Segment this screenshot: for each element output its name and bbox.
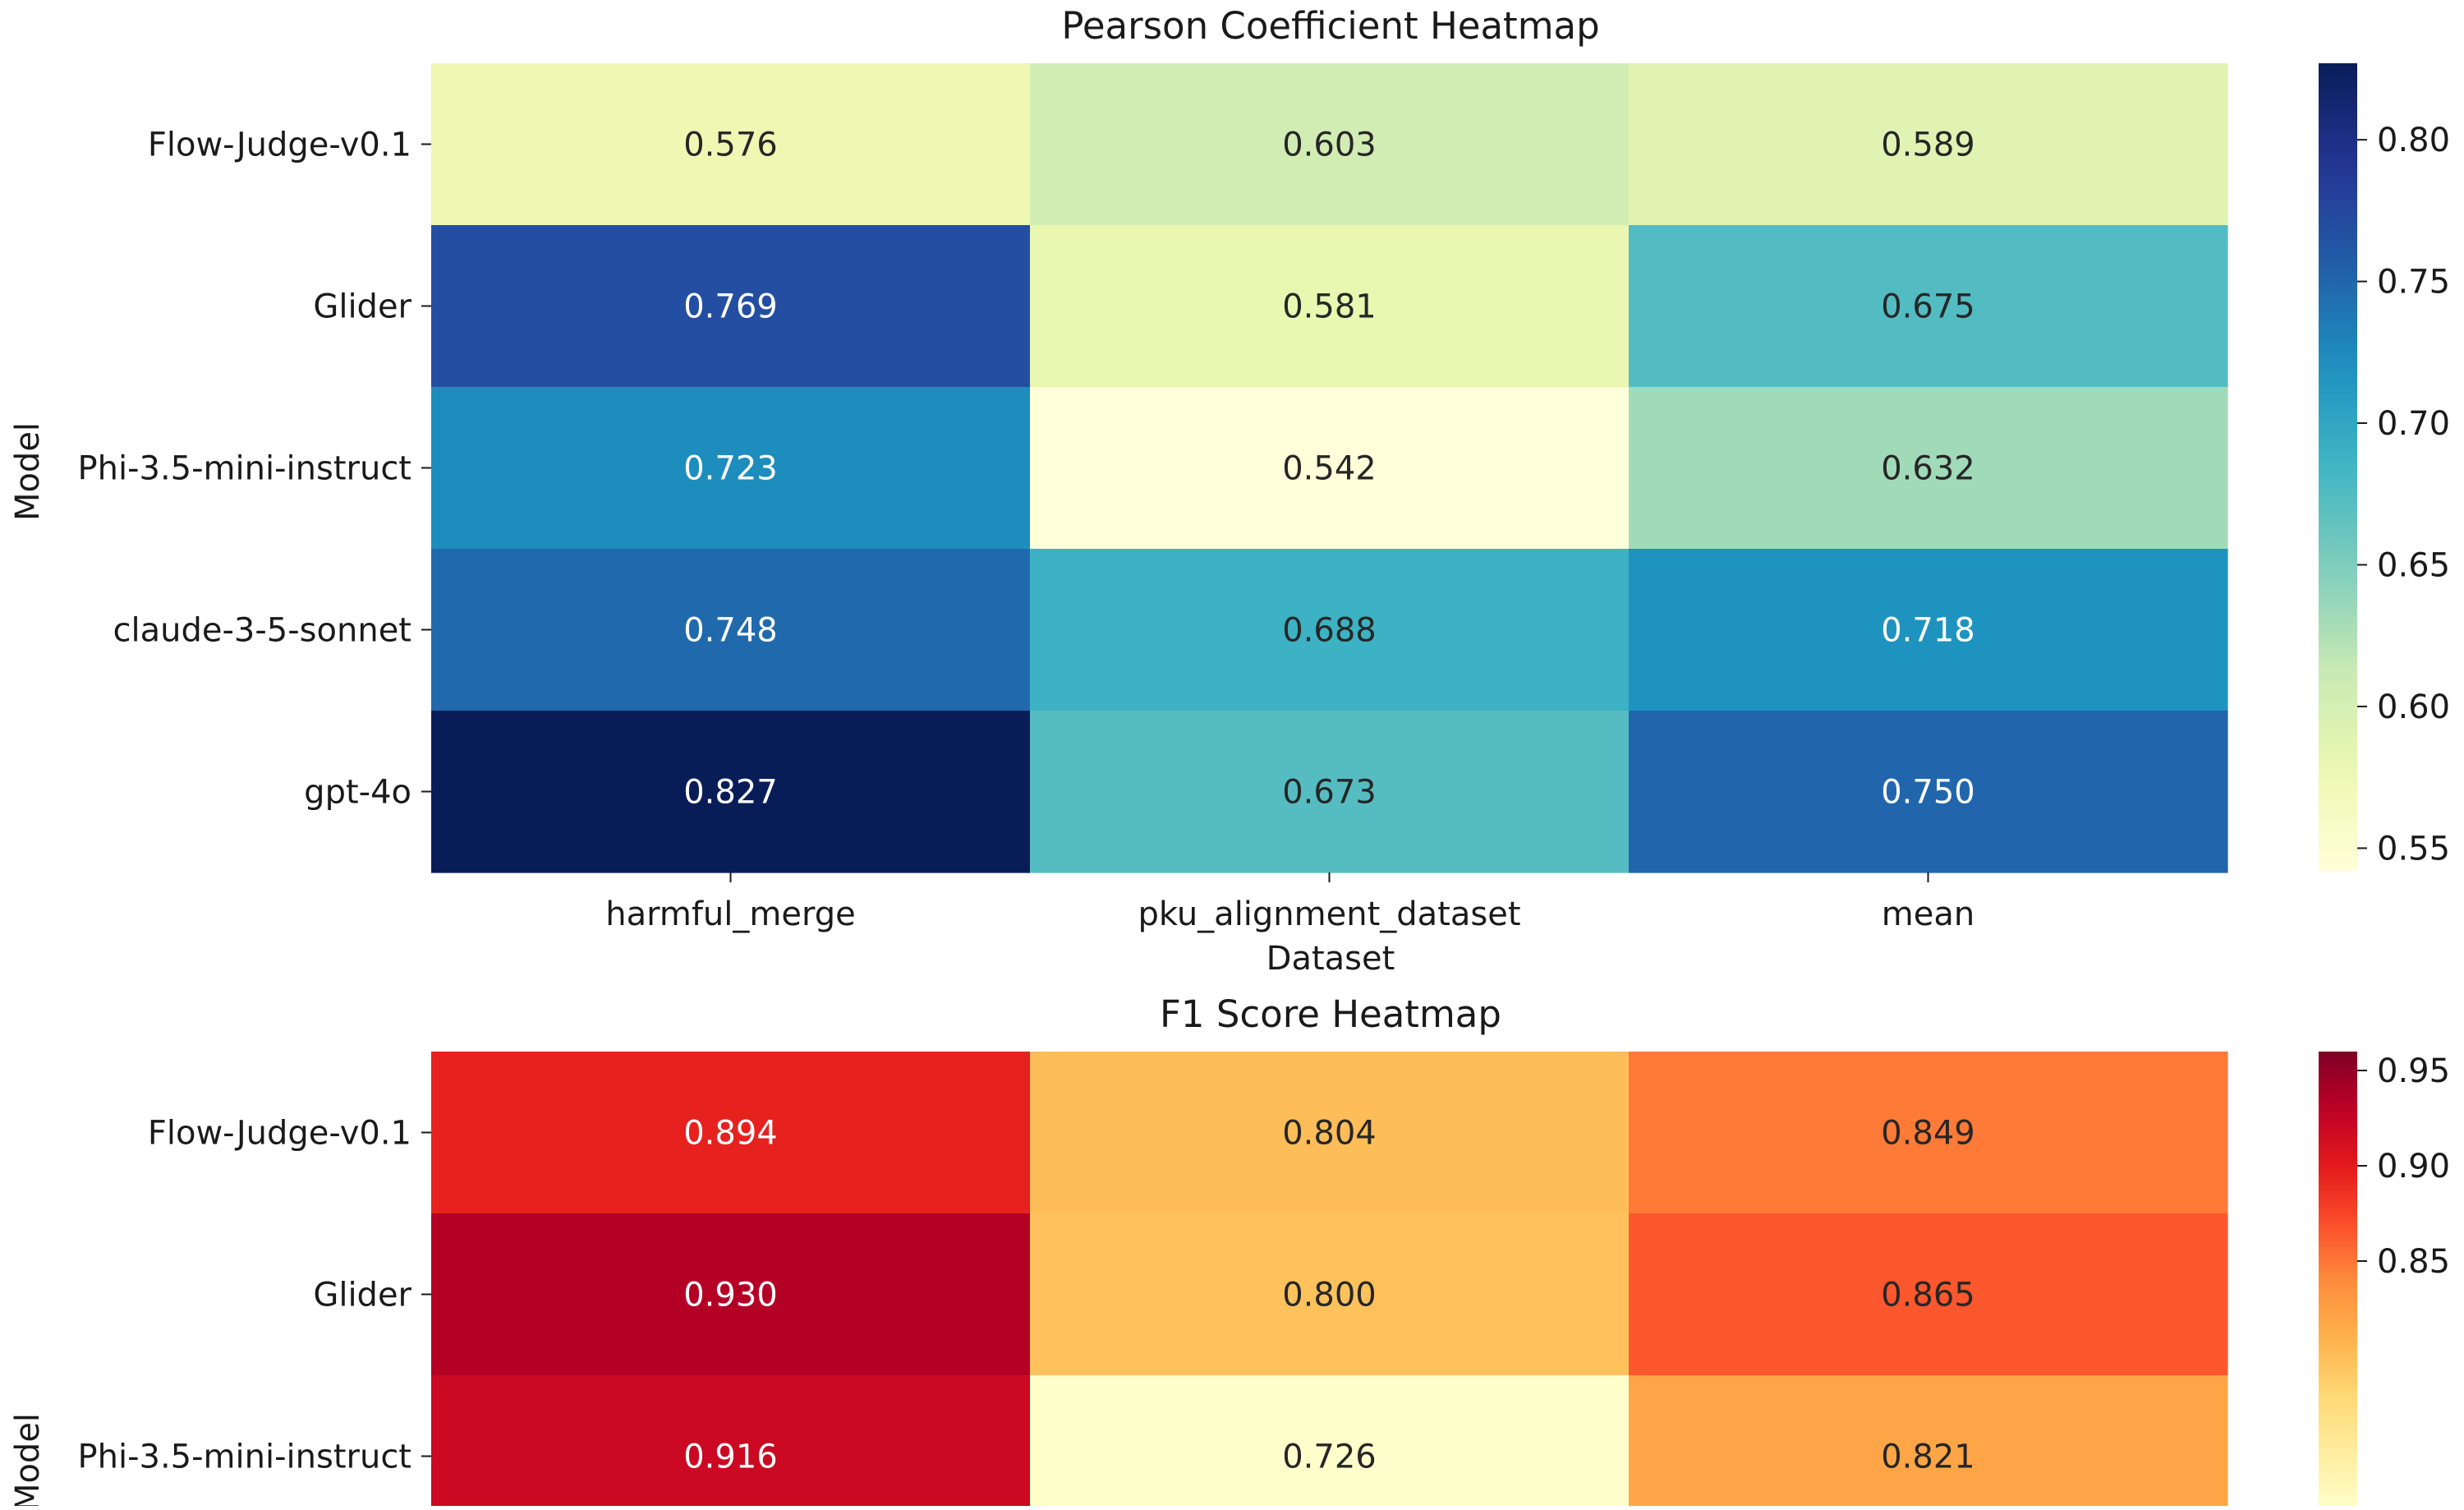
column-label: mean [1882,895,1974,933]
heatmap-cell [431,1213,1031,1376]
f1-ylabel: Model [9,1413,47,1506]
f1-row-labels: Flow-Judge-v0.1 Glider Phi-3.5-mini-instru… [77,1115,431,1476]
colorbar-tick-label: 0.95 [2377,1052,2450,1090]
heatmap-cell [1030,225,1630,388]
cell-value-label: 0.723 [683,450,778,488]
cell-value-label: 0.804 [1282,1115,1377,1153]
cell-value-label: 0.748 [683,612,778,650]
cell-value-label: 0.865 [1881,1277,1975,1314]
cell-value-label: 0.930 [683,1277,778,1314]
cell-value-label: 0.581 [1282,288,1377,326]
heatmap-cell [1629,711,2228,873]
heatmap-cell [1030,1375,1630,1510]
heatmap-cell [1030,1213,1630,1376]
heatmap-cell [1629,387,2228,550]
heatmap-cell [1629,63,2228,226]
colorbar-tick-label: 0.60 [2377,688,2450,726]
cell-value-label: 0.688 [1282,612,1377,650]
row-label: Glider [313,1277,411,1314]
heatmap-cell [1030,549,1630,711]
colorbar-tick-label: 0.75 [2377,264,2450,302]
cell-value-label: 0.769 [683,288,778,326]
heatmap-cell [1030,387,1630,550]
heatmap-cell [1030,1052,1630,1214]
cell-value-label: 0.603 [1282,127,1377,164]
row-label: Phi-3.5-mini-instruct [77,1439,411,1476]
heatmap-cell [431,225,1031,388]
heatmap-cell [431,1052,1031,1214]
pearson-xlabel: Dataset [1266,940,1395,978]
pearson-ylabel: Model [9,422,47,521]
cell-value-label: 0.916 [683,1439,778,1476]
column-label: pku_alignment_dataset [1138,895,1521,933]
f1-cells: 0.894 0.804 0.849 0.930 0.800 0.865 0.916 0.726… [431,1052,2228,1510]
f1-colorbar-ticks: 0.85 0.90 0.95 [2357,1052,2450,1281]
cell-value-label: 0.849 [1881,1115,1975,1153]
cell-value-label: 0.821 [1881,1439,1975,1476]
pearson-title: Pearson Coefficient Heatmap [1061,4,1599,48]
row-label: claude-3-5-sonnet [113,612,411,650]
pearson-column-labels: harmful_merge pku_alignment_dataset mean [605,872,1974,933]
cell-value-label: 0.542 [1282,450,1377,488]
heatmap-cell [1629,549,2228,711]
colorbar-tick-label: 0.85 [2377,1243,2450,1281]
cell-value-label: 0.675 [1881,288,1975,326]
cell-value-label: 0.800 [1282,1277,1377,1314]
f1-colorbar [2319,1052,2357,1510]
f1-title: F1 Score Heatmap [1160,992,1501,1036]
cell-value-label: 0.718 [1881,612,1975,650]
heatmap-cell [1629,1375,2228,1510]
heatmap-cell [1030,63,1630,226]
row-label: Phi-3.5-mini-instruct [77,450,411,488]
cell-value-label: 0.827 [683,774,778,812]
heatmap-cell [1629,1213,2228,1376]
colorbar-tick-label: 0.65 [2377,546,2450,584]
heatmap-cell [1030,711,1630,873]
colorbar-tick-label: 0.70 [2377,405,2450,443]
cell-value-label: 0.589 [1881,127,1975,164]
heatmap-cell [1629,1052,2228,1214]
pearson-colorbar [2319,63,2357,871]
heatmap-cell [431,1375,1031,1510]
cell-value-label: 0.894 [683,1115,778,1153]
heatmap-cell [431,549,1031,711]
pearson-colorbar-ticks: 0.55 0.60 0.65 0.70 0.75 0.80 [2357,122,2450,868]
colorbar-tick-label: 0.80 [2377,122,2450,159]
colorbar-tick-label: 0.55 [2377,830,2450,868]
cell-value-label: 0.576 [683,127,778,164]
cell-value-label: 0.632 [1881,450,1975,488]
heatmap-cell [431,63,1031,226]
pearson-cells: 0.576 0.603 0.589 0.769 0.581 0.675 0.723 0.542… [431,63,2228,873]
row-label: Glider [313,288,411,326]
row-label: Flow-Judge-v0.1 [148,127,411,164]
cell-value-label: 0.750 [1881,774,1975,812]
cell-value-label: 0.673 [1282,774,1377,812]
pearson-row-labels: Flow-Judge-v0.1 Glider Phi-3.5-mini-instru… [77,127,431,812]
column-label: harmful_merge [605,895,855,933]
row-label: gpt-4o [304,774,411,812]
heatmap-cell [431,387,1031,550]
heatmap-cell [431,711,1031,873]
heatmap-cell [1629,225,2228,388]
cell-value-label: 0.726 [1282,1439,1377,1476]
pearson-heatmap: Pearson Coefficient Heatmap 0.576 0.603 0.… [9,4,2450,978]
colorbar-tick-label: 0.90 [2377,1148,2450,1185]
row-label: Flow-Judge-v0.1 [148,1115,411,1153]
